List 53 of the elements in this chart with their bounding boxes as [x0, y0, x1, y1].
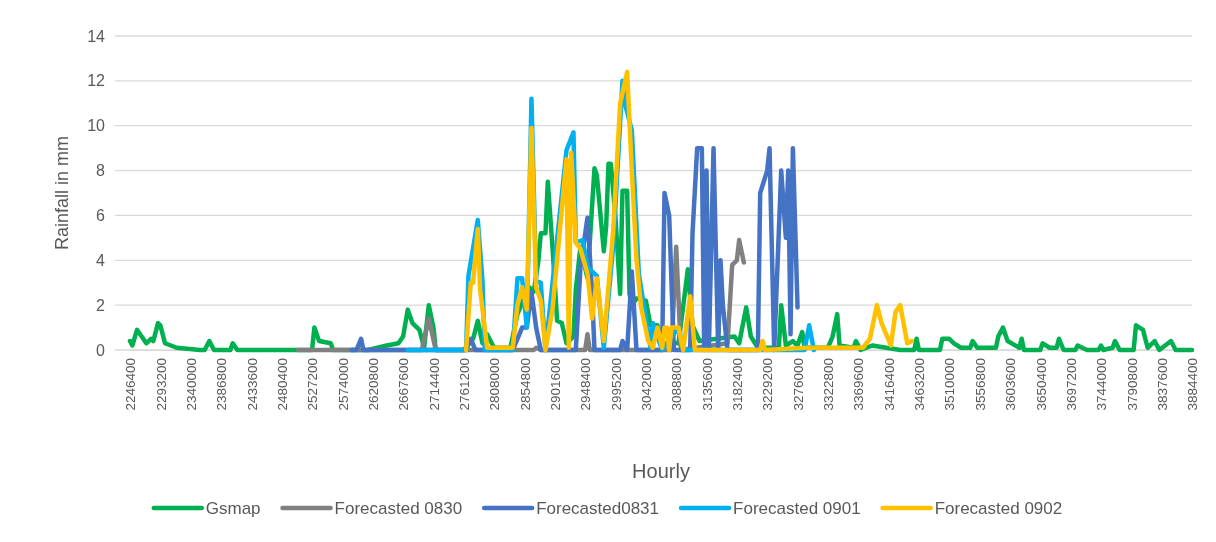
line-series [349, 145, 800, 353]
x-tick-label: 3369600 [851, 358, 867, 411]
x-tick-label: 2340000 [183, 358, 199, 411]
x-tick-label: 2574000 [335, 358, 351, 411]
x-tick-label: 3697200 [1063, 358, 1079, 411]
legend-label: Forecasted 0901 [733, 498, 861, 518]
x-tick-label: 3744000 [1094, 358, 1110, 411]
x-tick-label: 3603600 [1003, 358, 1019, 411]
x-tick-label: 3229200 [760, 358, 776, 411]
y-tick-label: 10 [87, 117, 106, 135]
x-tick-label: 3135600 [699, 358, 715, 411]
legend-label: Forecasted 0830 [334, 498, 463, 518]
x-axis-title: Hourly [632, 460, 690, 482]
y-tick-label: 12 [87, 72, 106, 90]
y-tick-label: 6 [96, 207, 106, 225]
x-tick-label: 2480400 [274, 358, 290, 411]
x-tick-label: 2995200 [608, 358, 624, 411]
x-tick-label: 2948400 [578, 358, 594, 411]
x-tick-label: 2433600 [244, 358, 260, 411]
x-tick-label: 3510000 [942, 358, 958, 411]
x-tick-label: 3790800 [1124, 358, 1140, 411]
x-tick-label: 3276000 [790, 358, 806, 411]
x-tick-label: 2901600 [548, 358, 564, 411]
x-tick-label: 2246400 [123, 358, 139, 411]
y-axis-title: Rainfall in mm [52, 135, 72, 251]
x-tick-label: 2854800 [517, 358, 533, 411]
x-tick-label: 3416400 [881, 358, 897, 411]
legend-label: Gsmap [205, 498, 261, 518]
y-tick-label: 8 [96, 162, 106, 180]
y-tick-label: 14 [87, 27, 106, 45]
y-tick-label: 0 [96, 341, 106, 359]
x-tick-label: 2667600 [396, 358, 412, 411]
y-tick-label: 4 [96, 251, 106, 269]
x-tick-label: 3088800 [669, 358, 685, 411]
x-tick-label: 3042000 [639, 358, 655, 411]
x-tick-label: 3556800 [972, 358, 988, 411]
x-tick-label: 3182400 [730, 358, 746, 411]
x-tick-label: 2714400 [426, 358, 442, 411]
x-tick-label: 3463200 [912, 358, 928, 411]
x-tick-label: 2527200 [305, 358, 321, 411]
legend-label: Forecasted 0902 [934, 498, 1063, 518]
x-tick-label: 2761200 [457, 358, 472, 411]
x-tick-label: 3837600 [1154, 358, 1170, 411]
legend-label: Forecasted0831 [536, 498, 660, 518]
x-tick-label: 2293200 [153, 358, 169, 411]
x-tick-label: 3650400 [1033, 358, 1049, 411]
x-tick-label: 3322800 [821, 358, 837, 411]
x-tick-label: 2386800 [214, 358, 230, 411]
x-tick-label: 2808000 [487, 358, 503, 411]
x-tick-label: 3884400 [1185, 358, 1201, 411]
x-tick-label: 2620800 [365, 358, 381, 411]
line-series [463, 69, 915, 353]
y-tick-label: 2 [96, 296, 106, 314]
